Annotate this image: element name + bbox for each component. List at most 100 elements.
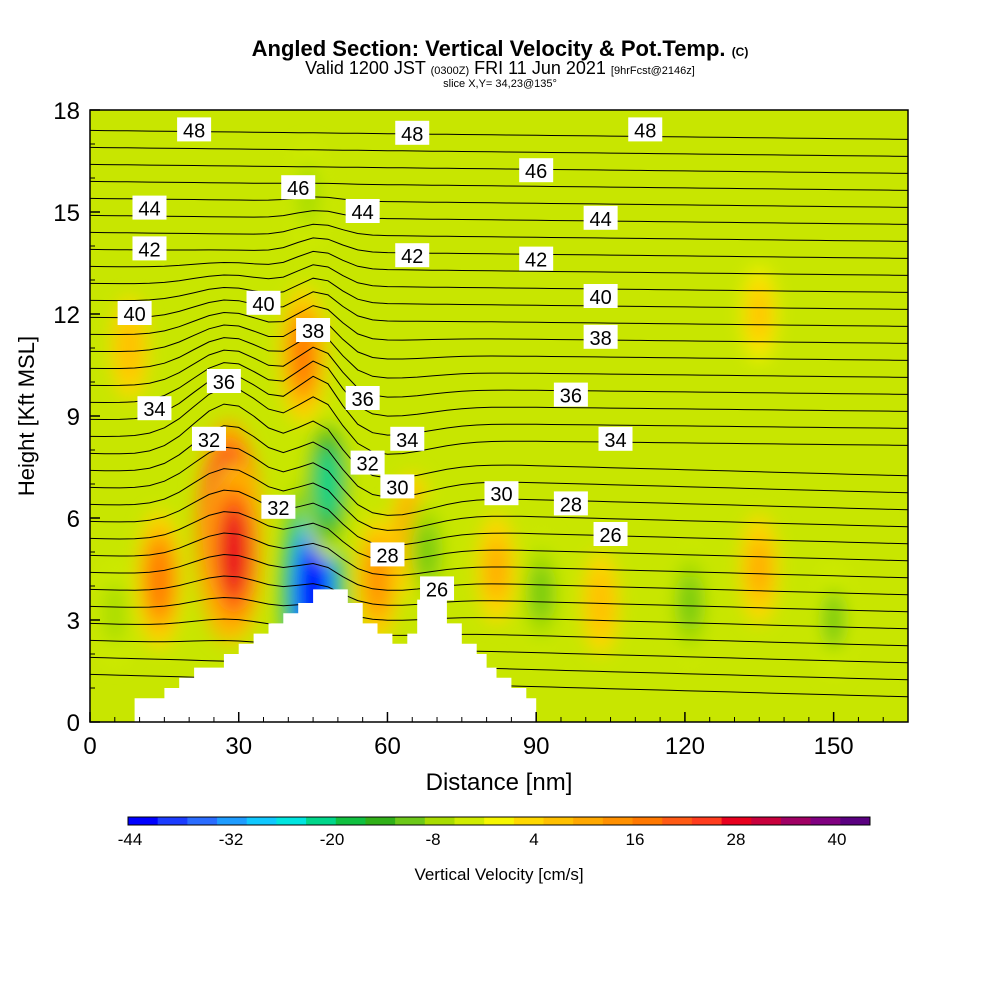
y-tick-label: 6 [67, 506, 80, 533]
x-tick-label: 30 [225, 733, 252, 760]
colorbar-swatch [543, 817, 574, 825]
potential-temperature-line [90, 250, 908, 276]
svg-text:42: 42 [401, 246, 423, 268]
y-tick-label: 3 [67, 608, 80, 635]
colorbar-tick-label: -8 [425, 830, 440, 849]
colorbar-swatch [573, 817, 604, 825]
colorbar-swatch [751, 817, 782, 825]
svg-text:48: 48 [401, 124, 423, 146]
svg-text:44: 44 [590, 209, 612, 231]
svg-text:36: 36 [560, 386, 582, 408]
colorbar-tick-label: 16 [626, 830, 645, 849]
potential-temperature-line [90, 291, 908, 327]
chart-title: Angled Section: Vertical Velocity & Pot.… [251, 36, 749, 61]
x-tick-label: 0 [83, 733, 96, 760]
potential-temperature-label: 32 [350, 450, 385, 476]
colorbar-swatch [454, 817, 485, 825]
potential-temperature-line [90, 129, 908, 140]
svg-text:46: 46 [525, 161, 547, 183]
svg-text:32: 32 [356, 454, 378, 476]
y-tick-label: 12 [53, 302, 80, 329]
potential-temperature-line [90, 237, 908, 259]
chart-slice-info: slice X,Y= 34,23@135° [443, 78, 557, 90]
x-tick-label: 150 [814, 733, 854, 760]
potential-temperature-label: 36 [206, 369, 241, 394]
potential-temperature-line [90, 511, 908, 562]
potential-temperature-line [90, 489, 908, 546]
colorbar-tick-label: 40 [828, 830, 847, 849]
vertical-velocity-cell [148, 546, 171, 612]
svg-text:30: 30 [490, 484, 512, 506]
colorbar: -44 -32 -20 -8 4 16 28 40 [118, 816, 871, 849]
y-tick-label: 18 [53, 98, 80, 125]
colorbar-swatch [217, 817, 248, 825]
potential-temperature-label: 48 [177, 117, 212, 142]
y-tick-label: 9 [67, 404, 80, 431]
potential-temperature-line [90, 305, 908, 344]
potential-temperature-line [90, 146, 908, 157]
potential-temperature-label: 34 [137, 396, 172, 421]
potential-temperature-label: 44 [583, 205, 618, 231]
potential-temperature-label: 34 [390, 426, 425, 452]
svg-text:46: 46 [287, 178, 309, 200]
potential-temperature-label: 40 [117, 301, 152, 326]
plot-background [90, 110, 908, 722]
potential-temperature-line [90, 553, 908, 596]
potential-temperature-line [90, 332, 908, 379]
svg-text:38: 38 [590, 328, 612, 350]
potential-temperature-line [90, 180, 908, 191]
potential-temperature-line [90, 360, 908, 417]
svg-text:34: 34 [143, 399, 165, 421]
x-axis-label: Distance [nm] [426, 769, 573, 796]
svg-text:48: 48 [183, 120, 205, 142]
potential-temperature-line [90, 277, 908, 310]
colorbar-swatch [276, 817, 307, 825]
colorbar-swatch [187, 817, 218, 825]
potential-temperature-label: 30 [484, 481, 519, 506]
potential-temperature-line [90, 196, 908, 208]
colorbar-swatch [365, 817, 396, 825]
x-tick-label: 120 [665, 733, 705, 760]
vertical-velocity-cell [417, 524, 437, 580]
vertical-velocity-cell [120, 323, 139, 373]
potential-temperature-line [90, 596, 908, 630]
potential-temperature-label: 44 [132, 195, 167, 221]
terrain [134, 589, 537, 722]
potential-temperature-label: 40 [583, 284, 618, 309]
potential-temperature-line [90, 532, 908, 579]
colorbar-label: Vertical Velocity [cm/s] [414, 865, 583, 884]
potential-temperature-line [90, 264, 908, 293]
colorbar-swatch [721, 817, 752, 825]
potential-temperature-line [90, 468, 908, 531]
svg-text:28: 28 [376, 545, 398, 567]
potential-temperature-label: 38 [583, 324, 618, 350]
vertical-velocity-cell [824, 594, 843, 646]
colorbar-swatch [157, 817, 188, 825]
svg-text:36: 36 [213, 372, 235, 394]
colorbar-swatch [306, 817, 337, 825]
chart-subtitle: Valid 1200 JST (0300Z) FRI 11 Jun 2021 [… [305, 58, 695, 78]
potential-temperature-label: 26 [593, 522, 628, 547]
svg-text:44: 44 [352, 202, 374, 224]
colorbar-tick-label: -20 [320, 830, 345, 849]
colorbar-swatch [691, 817, 723, 825]
potential-temperature-label: 34 [598, 426, 633, 452]
vertical-velocity-cell [531, 565, 551, 621]
potential-temperature-line [90, 318, 908, 361]
y-tick-label: 15 [53, 200, 80, 227]
potential-temperature-label: 48 [395, 120, 430, 146]
potential-temperature-line [90, 403, 908, 479]
colorbar-tick-label: -32 [219, 830, 244, 849]
svg-text:32: 32 [198, 430, 220, 452]
vertical-velocity-cell [750, 543, 769, 595]
potential-temperature-label: 48 [628, 117, 663, 142]
svg-text:38: 38 [302, 321, 324, 343]
svg-text:32: 32 [267, 498, 289, 520]
potential-temperature-label: 42 [519, 246, 554, 272]
colorbar-swatch [810, 817, 841, 825]
potential-temperature-line [90, 639, 908, 664]
potential-temperature-label: 36 [553, 382, 588, 408]
potential-temperature-label: 26 [420, 576, 455, 601]
colorbar-tick-label: -44 [118, 830, 143, 849]
